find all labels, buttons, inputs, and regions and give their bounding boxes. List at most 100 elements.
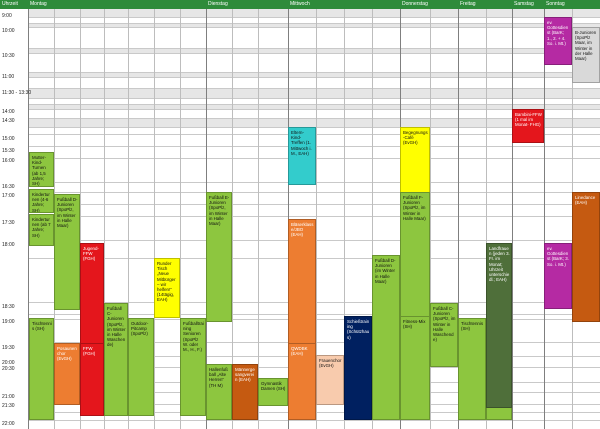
column-divider	[372, 0, 373, 429]
grid-line	[28, 420, 600, 421]
time-label: 18:30	[2, 304, 15, 310]
header-time-column: Uhrzeit	[2, 1, 18, 7]
time-label: 15:30	[2, 148, 15, 154]
column-divider	[544, 0, 545, 429]
time-label: 10:30	[2, 53, 15, 59]
time-label: 14:30	[2, 118, 15, 124]
grid-band	[28, 88, 600, 98]
grid-line	[28, 27, 600, 28]
time-label: 14:00	[2, 109, 15, 115]
event-block[interactable]: Fußballtraining Senioren (SpoPlz W. oder…	[180, 318, 206, 416]
header-day-saturday: Samstag	[514, 1, 534, 7]
grid-line	[28, 48, 600, 49]
event-block[interactable]: B-Junioren (SpoPlz Maar, im Winter in de…	[572, 27, 600, 83]
grid-line	[28, 88, 600, 89]
event-block[interactable]: Bambini-FFW (1 mal im Monat- FHG)	[512, 109, 544, 143]
grid-line	[28, 216, 600, 217]
event-block[interactable]: Hallenfußball „Alte Herren“ (TH M)	[206, 364, 232, 420]
grid-band	[28, 48, 600, 53]
column-divider	[316, 0, 317, 429]
time-label: 20:30	[2, 366, 15, 372]
time-label: 18:00	[2, 242, 15, 248]
event-block[interactable]: Posaunenchor (EvGH)	[54, 343, 80, 405]
column-divider	[512, 0, 513, 429]
header-day-wednesday: Mittwoch	[290, 1, 310, 7]
event-block[interactable]: Runder Tisch „Neue Mitbürger – wir helfe…	[154, 258, 180, 318]
event-block[interactable]: Fußball D-Junioren (SpoPlz, im Winter in…	[54, 194, 80, 310]
event-block[interactable]: Fußball C-Junioren (SpoPlz, im Winter in…	[104, 303, 128, 416]
event-block[interactable]: Linedance (EAH)	[572, 192, 600, 322]
grid-band	[28, 9, 600, 17]
grid-line	[28, 104, 600, 105]
grid-line	[28, 72, 600, 73]
event-block[interactable]: Männergesangverein (EAH)	[232, 364, 258, 420]
event-block[interactable]: QWDBK (EAH)	[288, 343, 316, 420]
column-divider	[288, 0, 289, 429]
event-block[interactable]: Landfrauen (jeden 3. Fr. im Monat; Uhrze…	[486, 243, 512, 408]
column-divider	[180, 0, 181, 429]
column-divider	[104, 0, 105, 429]
event-block[interactable]: Eltern-Kind-Treffen (1. Mittwoch i. M., …	[288, 127, 316, 185]
grid-line	[28, 23, 600, 24]
event-block[interactable]: Kinderturnen (4-6 Jahre; SH)	[29, 189, 54, 213]
header-day-tuesday: Dienstag	[208, 1, 228, 7]
event-block[interactable]: Frauenchor (EvGH)	[316, 355, 344, 405]
column-divider	[344, 0, 345, 429]
time-label: 11:30 - 13:30	[2, 90, 32, 96]
time-label: 15:00	[2, 136, 15, 142]
time-label: 11:00	[2, 74, 15, 80]
header-row: Uhrzeit Montag Dienstag Mittwoch Donners…	[0, 0, 600, 9]
column-divider	[28, 0, 29, 429]
event-block[interactable]: ev. Gottesdienst (BarK; 1., 2. + 4. So. …	[544, 17, 572, 65]
grid-line	[28, 17, 600, 18]
event-block[interactable]: Kinderturnen (ab 7 Jahre; SH)	[29, 214, 54, 246]
time-label: 22:00	[2, 421, 15, 427]
event-block[interactable]: Schießtraining (Schützhaus)	[344, 316, 372, 420]
time-column: 9:00 10:00 10:30 11:00 11:30 - 13:30 14:00 14:…	[0, 9, 32, 429]
grid-line	[28, 98, 600, 99]
time-label: 17:00	[2, 193, 15, 199]
header-day-friday: Freitag	[460, 1, 476, 7]
grid-band	[28, 118, 600, 127]
grid-line	[28, 53, 600, 54]
event-block[interactable]: Gymnastik Damen (SH)	[258, 378, 288, 406]
column-divider	[458, 0, 459, 429]
event-block[interactable]: Tischtennis (SH)	[458, 318, 486, 420]
header-day-sunday: Sonntag	[546, 1, 565, 7]
column-divider	[430, 0, 431, 429]
column-divider	[258, 0, 259, 429]
grid-line	[28, 192, 600, 193]
time-label: 16:30	[2, 184, 15, 190]
event-block[interactable]: Fußball F-Junioren (SpoPlz, im Winter in…	[400, 192, 430, 322]
grid-band	[28, 72, 600, 77]
time-label: 19:30	[2, 345, 15, 351]
time-label: 21:30	[2, 403, 15, 409]
column-divider	[80, 0, 81, 429]
event-block[interactable]: Fußball C-Junioren (SpoPlz, im Winter in…	[430, 303, 458, 367]
time-label: 16:00	[2, 158, 15, 164]
column-divider	[154, 0, 155, 429]
event-block[interactable]: Fußball D-Junioren (im Winter in Halle M…	[372, 255, 400, 420]
grid-line	[28, 109, 600, 110]
event-block[interactable]: Fußball E-Junioren (SpoPlz, im Winter in…	[206, 192, 232, 322]
grid-line	[28, 204, 600, 205]
header-day-monday: Montag	[30, 1, 47, 7]
event-block[interactable]: Outdoor-Pitcamp (SpoPlz)	[128, 318, 154, 416]
event-block[interactable]: Mutter-Kind-Turnen (ab 1,5 Jahre; SH)	[29, 152, 54, 187]
event-block[interactable]: ev. Gottesdienst (BarK; 3. So. i. Mt.)	[544, 243, 572, 309]
grid-band	[28, 104, 600, 109]
column-divider	[486, 0, 487, 429]
event-block[interactable]: FFW (FGH)	[80, 343, 104, 416]
grid-band	[28, 23, 600, 27]
header-day-thursday: Donnerstag	[402, 1, 428, 7]
grid-line	[28, 118, 600, 119]
grid-line	[28, 77, 600, 78]
time-label: 19:00	[2, 319, 15, 325]
event-block[interactable]: Fitness-Mix (SH)	[400, 316, 430, 420]
time-label: 21:00	[2, 394, 15, 400]
time-label: 17:30	[2, 220, 15, 226]
event-block[interactable]: Tischtennis (SH)	[29, 318, 54, 420]
time-label: 9:00	[2, 13, 12, 19]
time-label: 10:00	[2, 28, 15, 34]
